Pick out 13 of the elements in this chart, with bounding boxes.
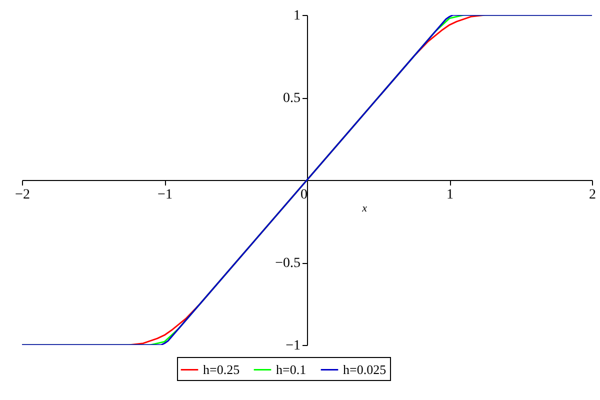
x-axis-title: x (361, 202, 368, 214)
x-tick-label: 1 (446, 188, 454, 202)
legend-label: h=0.025 (343, 362, 386, 377)
x-tick-label: 0 (300, 188, 308, 202)
y-tick-label: 1 (294, 8, 300, 24)
x-tick-label: −1 (158, 188, 172, 202)
y-tick-label: −0.5 (275, 256, 300, 271)
x-tick-label: 2 (589, 188, 596, 202)
y-tick-label: −1 (286, 338, 300, 354)
legend-label: h=0.25 (203, 362, 240, 377)
y-tick-label: 0.5 (283, 91, 300, 106)
x-tick-label: −2 (15, 188, 30, 202)
legend-label: h=0.1 (276, 362, 306, 377)
